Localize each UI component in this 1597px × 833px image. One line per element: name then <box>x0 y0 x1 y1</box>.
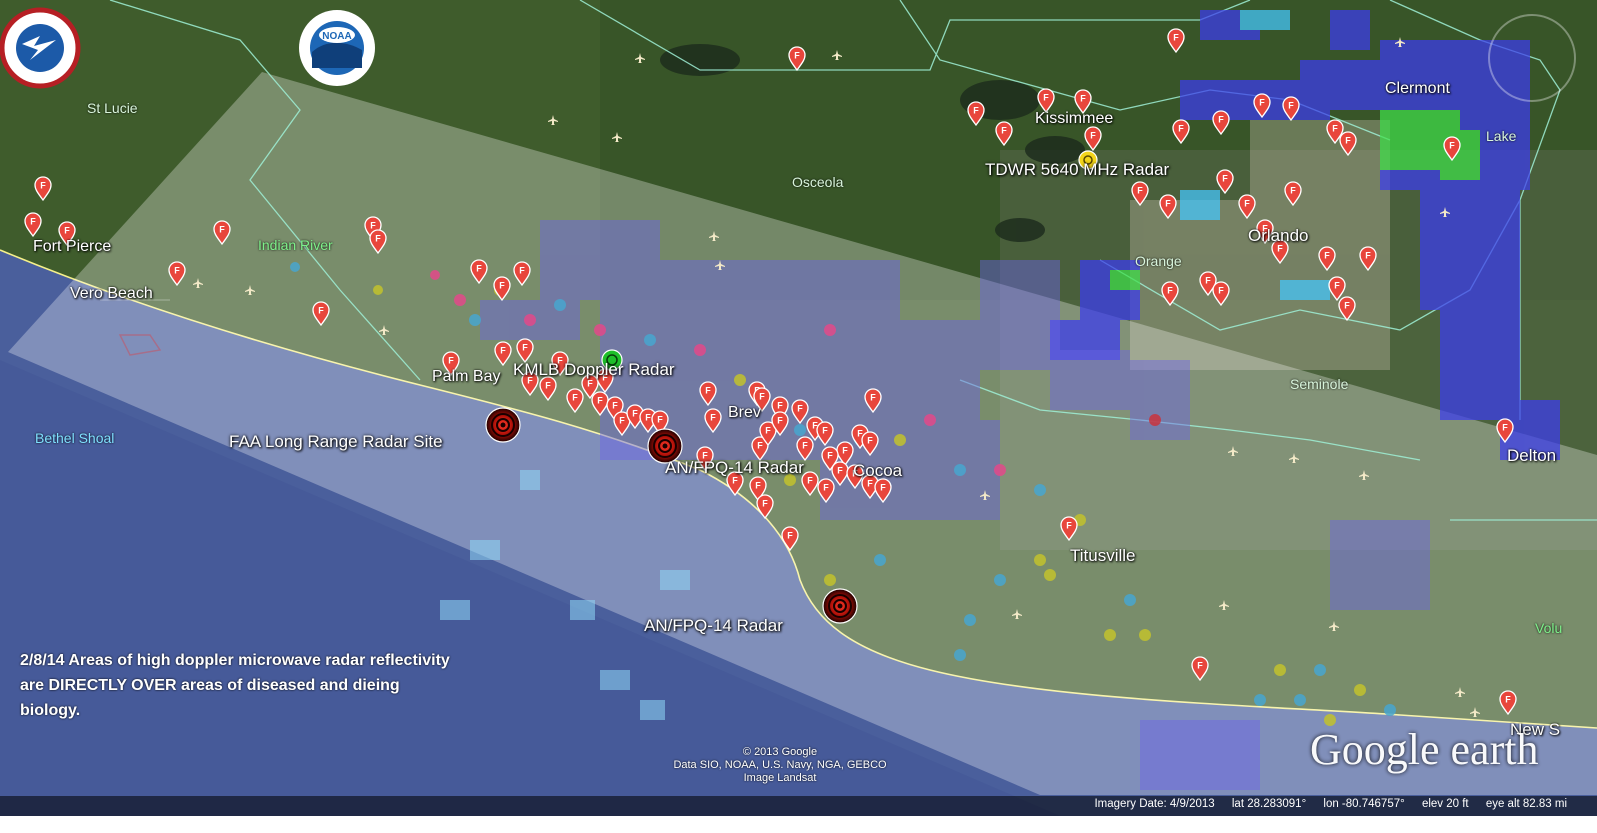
imagery-copyright: © 2013 Google Data SIO, NOAA, U.S. Navy,… <box>640 746 920 785</box>
label-titusville: Titusville <box>1070 546 1136 565</box>
latitude-readout: lat 28.283091° <box>1231 798 1307 810</box>
longitude-readout: lon -80.746757° <box>1323 798 1405 810</box>
label-fpq14-north: AN/FPQ-14 Radar <box>665 458 804 477</box>
kmlb-radar-icon[interactable] <box>601 349 623 371</box>
label-fort-pierce: Fort Pierce <box>33 238 112 255</box>
label-kissimmee: Kissimmee <box>1035 110 1114 127</box>
imagery-date: Imagery Date: 4/9/2013 <box>1094 798 1215 810</box>
svg-text:NOAA: NOAA <box>322 31 351 42</box>
fpq14-south-radar-icon[interactable] <box>822 588 858 624</box>
label-seminole: Seminole <box>1290 376 1349 392</box>
navigation-compass-icon[interactable] <box>1488 14 1576 102</box>
label-lake: Lake <box>1486 128 1517 144</box>
noaa-logo: NOAA <box>299 10 375 86</box>
label-vero-beach: Vero Beach <box>70 285 153 302</box>
label-bethel-shoal: Bethel Shoal <box>35 430 115 446</box>
faa-radar-icon[interactable] <box>485 407 521 443</box>
label-new-smyrna: New S <box>1510 720 1561 739</box>
label-st-lucie: St Lucie <box>87 100 138 116</box>
label-kmlb-radar: KMLB Doppler Radar <box>513 360 675 379</box>
eye-altitude-readout: eye alt 82.83 mi <box>1485 798 1567 810</box>
label-brevard: Brev <box>728 404 761 421</box>
label-faa-radar: FAA Long Range Radar Site <box>229 432 443 451</box>
tdwr-radar-icon[interactable] <box>1078 150 1098 170</box>
national-weather-service-logo <box>0 7 81 89</box>
elevation-readout: elev 20 ft <box>1421 798 1469 810</box>
map-caption: 2/8/14 Areas of high doppler microwave r… <box>20 652 450 719</box>
copyright-line-1: © 2013 Google <box>742 746 818 758</box>
label-orange: Orange <box>1135 253 1182 269</box>
label-clermont: Clermont <box>1385 80 1450 97</box>
google-earth-logo: Google earth <box>1310 725 1539 774</box>
label-deltona: Delton <box>1507 446 1557 465</box>
label-indian-river: Indian River <box>258 237 333 253</box>
label-volusia: Volu <box>1535 620 1563 636</box>
status-bar: Imagery Date: 4/9/2013 lat 28.283091° lo… <box>0 796 1597 816</box>
copyright-line-2: Data SIO, NOAA, U.S. Navy, NGA, GEBCO <box>673 759 887 771</box>
label-fpq14-south: AN/FPQ-14 Radar <box>644 616 783 635</box>
label-tdwr-radar: TDWR 5640 MHz Radar <box>985 160 1170 179</box>
copyright-line-3: Image Landsat <box>743 772 817 784</box>
label-cocoa: Cocoa <box>853 461 903 480</box>
label-orlando: Orlando <box>1248 226 1309 245</box>
label-palm-bay: Palm Bay <box>432 368 501 385</box>
bottom-strip <box>0 816 1597 833</box>
label-osceola: Osceola <box>792 174 844 190</box>
